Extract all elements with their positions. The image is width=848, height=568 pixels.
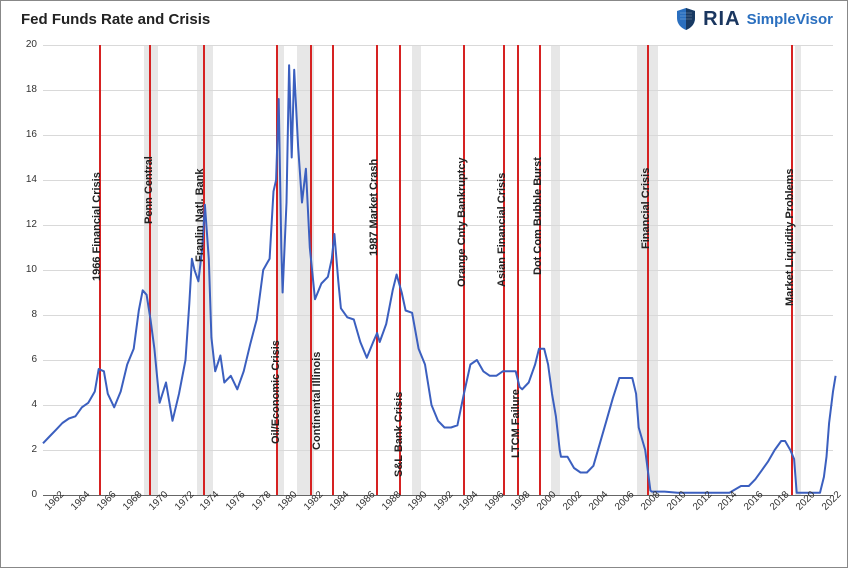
chart-plot-area: 0246810121416182019621964196619681970197…	[43, 45, 833, 521]
chart-container: Fed Funds Rate and Crisis RIA SimpleViso…	[0, 0, 848, 568]
crisis-event-label: Oil/Economic Crisis	[270, 340, 282, 444]
crisis-event-label: Market Liquidity Problems	[784, 168, 796, 306]
crisis-event-label: 1966 Financial Crisis	[91, 172, 103, 281]
fed-funds-line	[43, 45, 833, 495]
crisis-event-label: LTCM Failure	[510, 389, 522, 458]
crisis-event-label: Continental Illinois	[311, 352, 323, 450]
logo-ria-text: RIA	[703, 8, 740, 31]
chart-title: Fed Funds Rate and Crisis	[21, 11, 210, 28]
crisis-event-label: Dot Com Bubble Burst	[532, 157, 544, 275]
crisis-event-label: Franlin Natl. Bank	[194, 168, 206, 262]
y-axis-label: 12	[13, 219, 37, 230]
y-axis-label: 0	[13, 489, 37, 500]
crisis-event-label: Asian Financial Crisis	[496, 173, 508, 287]
y-axis-label: 6	[13, 354, 37, 365]
y-axis-label: 18	[13, 84, 37, 95]
y-axis-label: 20	[13, 39, 37, 50]
y-axis-label: 4	[13, 399, 37, 410]
shield-icon	[675, 7, 697, 31]
crisis-event-label: 1987 Market Crash	[368, 158, 380, 255]
crisis-event-label: Financial Crisis	[640, 168, 652, 249]
y-axis-label: 10	[13, 264, 37, 275]
y-axis-label: 2	[13, 444, 37, 455]
crisis-event-label: Orange Cnty Bankruptcy	[456, 158, 468, 288]
logo-area: RIA SimpleVisor	[675, 7, 833, 31]
crisis-event-label: S&L Bank Crisis	[393, 392, 405, 477]
y-axis-label: 16	[13, 129, 37, 140]
y-axis-label: 14	[13, 174, 37, 185]
y-axis-label: 8	[13, 309, 37, 320]
crisis-event-label: Penn Central	[143, 156, 155, 224]
logo-simplevisor-text: SimpleVisor	[747, 11, 833, 28]
